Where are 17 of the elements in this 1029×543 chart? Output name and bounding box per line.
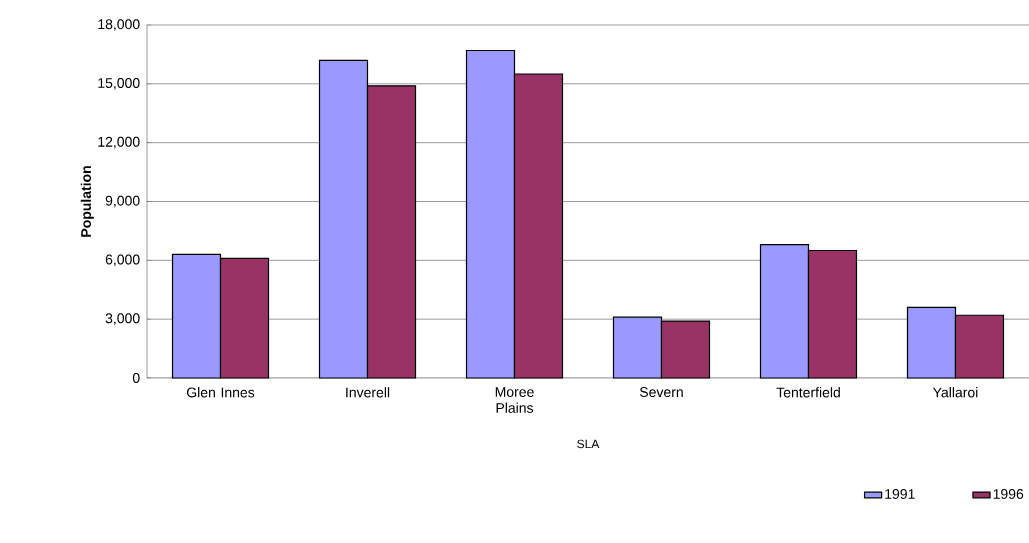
x-tick-label: Severn	[639, 387, 683, 398]
y-axis-title: Population	[80, 166, 94, 237]
x-tick-label: Yallaroi	[932, 387, 978, 398]
y-tick-label: 18,000	[98, 19, 140, 31]
x-axis-title: SLA	[577, 439, 600, 449]
y-tick-label: 15,000	[98, 78, 140, 90]
x-tick-label: Tenterfield	[776, 387, 840, 398]
x-tick-label: Moree Plains	[495, 387, 534, 413]
y-tick-label: 6,000	[105, 254, 140, 267]
y-tick-label: 3,000	[105, 313, 140, 325]
x-tick-label: Glen Innes	[186, 387, 255, 398]
x-tick-label: Inverell	[346, 387, 390, 398]
legend-label: 1991	[885, 488, 915, 499]
y-tick-label: 0	[132, 373, 140, 383]
y-tick-label: 9,000	[105, 195, 140, 208]
y-tick-label: 12,000	[98, 136, 140, 149]
legend-label: 1996	[993, 488, 1024, 499]
